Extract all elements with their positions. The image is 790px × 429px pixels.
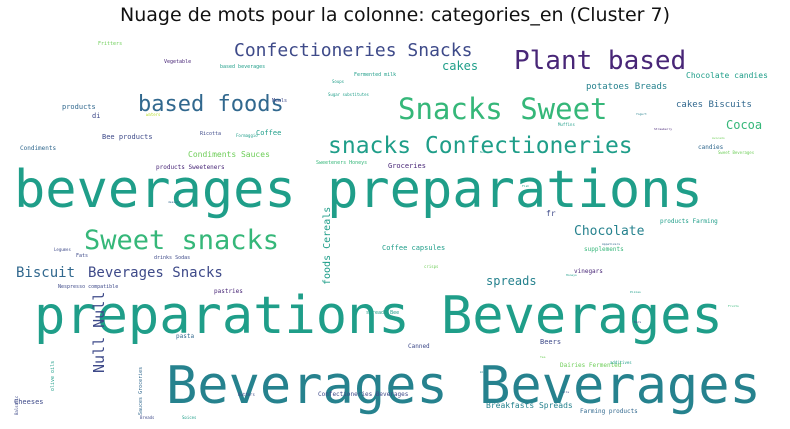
cloud-word: Farming products bbox=[580, 408, 638, 415]
cloud-word: potatoes Breads bbox=[586, 82, 667, 92]
cloud-word: Tea bbox=[540, 355, 546, 359]
cloud-word: Soups bbox=[332, 79, 345, 84]
cloud-word: supplements bbox=[584, 246, 624, 253]
cloud-word: products Farming bbox=[660, 218, 718, 225]
cloud-word: based beverages bbox=[220, 64, 265, 70]
cloud-word: Coffee capsules bbox=[382, 244, 445, 252]
cloud-word: olive oils bbox=[50, 361, 56, 391]
cloud-word: Fish bbox=[522, 184, 529, 188]
cloud-word: Chocolate candies bbox=[686, 71, 768, 80]
cloud-word: Beverages Beverages bbox=[166, 356, 761, 416]
cloud-word: Avocado bbox=[712, 136, 725, 140]
cloud-word: Yogurt bbox=[636, 112, 647, 116]
cloud-word: Pasta bbox=[674, 303, 683, 307]
cloud-word: Legumes bbox=[54, 247, 71, 252]
cloud-word: Balsamic bbox=[14, 395, 19, 415]
cloud-word: beverages preparations bbox=[14, 160, 703, 220]
cloud-word: candies bbox=[698, 144, 724, 151]
cloud-word: Sweet snacks bbox=[84, 225, 279, 256]
cloud-word: Fats bbox=[76, 253, 88, 259]
cloud-word: based foods bbox=[138, 92, 284, 117]
cloud-word: Spices bbox=[182, 415, 197, 419]
cloud-word: cakes bbox=[442, 59, 478, 73]
cloud-word: Cocoa bbox=[726, 118, 762, 132]
cloud-word: Butters bbox=[238, 392, 255, 397]
cloud-word: Dairies Fermented bbox=[560, 362, 622, 369]
cloud-word: Beverages Snacks bbox=[88, 265, 223, 281]
cloud-word: Nespresso compatible bbox=[58, 284, 118, 290]
cloud-word: cakes Biscuits bbox=[676, 100, 752, 110]
cloud-word: preparations Beverages bbox=[34, 286, 723, 346]
cloud-word: Cheeses bbox=[14, 398, 44, 406]
cloud-word: Fermented milk bbox=[354, 72, 396, 78]
cloud-word: Appetizers bbox=[602, 242, 620, 246]
cloud-word: spreads Bee bbox=[366, 310, 399, 316]
cloud-word: Meals bbox=[272, 98, 287, 104]
cloud-word: Biscuit bbox=[16, 265, 75, 281]
cloud-word: spreads bbox=[486, 274, 537, 288]
cloud-word: crisps bbox=[424, 264, 439, 269]
cloud-word: Confectioneries Snacks bbox=[234, 40, 472, 61]
cloud-word: vinegars bbox=[574, 268, 603, 275]
cloud-word: pasta bbox=[176, 333, 194, 340]
cloud-word: dessert bbox=[168, 200, 181, 204]
cloud-word: pastries bbox=[214, 288, 243, 295]
cloud-word: Canned bbox=[408, 343, 430, 350]
cloud-word: Null Null bbox=[90, 292, 108, 373]
cloud-word: snacks Confectioneries bbox=[328, 133, 633, 159]
word-cloud: beverages preparations preparations Bever… bbox=[14, 40, 768, 419]
cloud-word: foods Cereals bbox=[322, 207, 333, 285]
cloud-word: Formaggio bbox=[236, 133, 258, 138]
cloud-word: Fritters bbox=[98, 41, 122, 47]
cloud-word: fr bbox=[546, 209, 556, 218]
cloud-word: Snacks Sweet bbox=[398, 92, 608, 126]
cloud-word: Sauces Groceries bbox=[138, 367, 144, 415]
cloud-word: Bars bbox=[634, 320, 641, 324]
cloud-word: Condiments bbox=[20, 145, 57, 152]
cloud-word: Breakfasts Spreads bbox=[486, 401, 573, 410]
cloud-word: di bbox=[92, 112, 100, 120]
cloud-word: Condiments Sauces bbox=[188, 150, 270, 159]
cloud-word: Plant based bbox=[514, 46, 686, 76]
cloud-word: Fruits bbox=[728, 304, 739, 308]
cloud-word: Breads bbox=[140, 415, 155, 419]
cloud-word: Honeys bbox=[566, 273, 577, 277]
cloud-word: drinks Sodas bbox=[154, 255, 190, 261]
cloud-word: Pizzas bbox=[630, 290, 641, 294]
cloud-word: Beers bbox=[540, 338, 561, 346]
cloud-word: milk bbox=[480, 370, 487, 374]
cloud-word: Strawberry bbox=[654, 127, 672, 131]
cloud-word: products bbox=[62, 103, 96, 111]
cloud-word: Ricotta bbox=[200, 131, 221, 137]
cloud-word: Sugar substitutes bbox=[328, 92, 370, 97]
cloud-word: Sweeteners Honeys bbox=[316, 160, 367, 166]
cloud-word: products Sweeteners bbox=[156, 164, 225, 171]
cloud-word: Bee products bbox=[102, 133, 153, 141]
cloud-word: Coffee bbox=[256, 129, 281, 137]
cloud-word: Groceries bbox=[388, 162, 426, 170]
cloud-word: waters bbox=[146, 112, 161, 117]
cloud-word: additives bbox=[610, 360, 632, 365]
cloud-word: Vegetable bbox=[164, 59, 191, 65]
cloud-word: Confectioneries Beverages bbox=[318, 391, 409, 398]
chart-title: Nuage de mots pour la colonne: categorie… bbox=[120, 4, 670, 26]
cloud-word: Muffins bbox=[558, 122, 575, 127]
cloud-word: Chocolate bbox=[574, 224, 645, 239]
cloud-word: Sweet Beverages bbox=[718, 150, 755, 155]
cloud-word: oils bbox=[562, 390, 569, 394]
cloud-word: Nuts bbox=[480, 150, 487, 154]
